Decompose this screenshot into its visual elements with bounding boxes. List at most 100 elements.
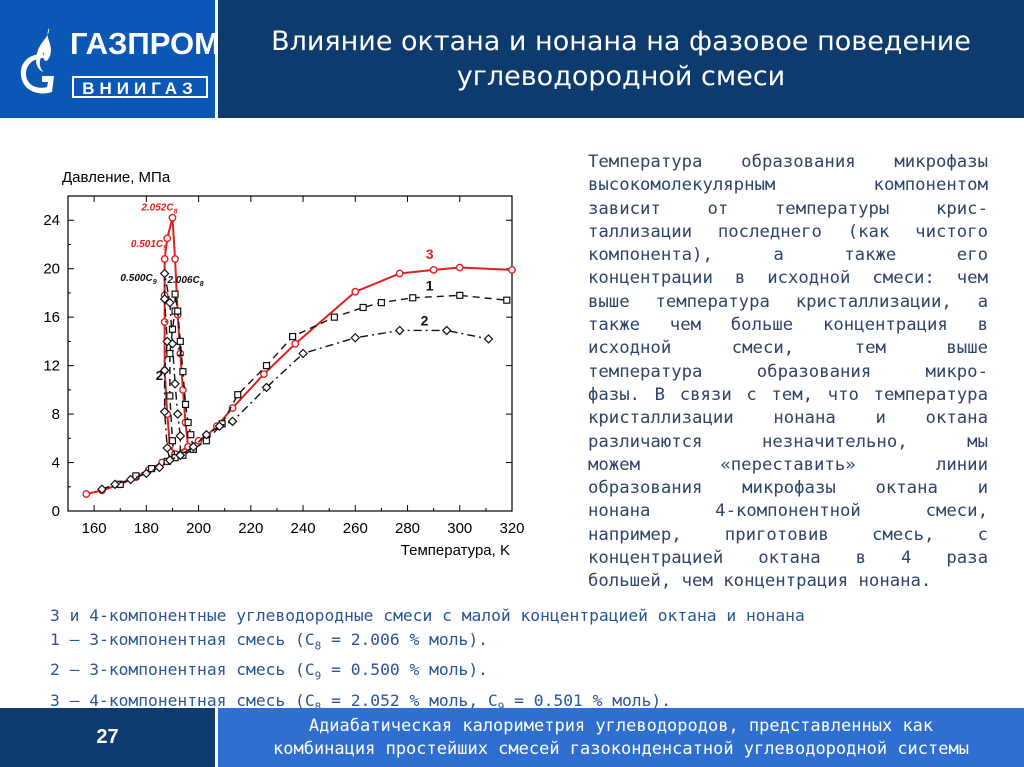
- y-tick-label: 24: [43, 212, 60, 229]
- plot-frame: [67, 195, 513, 512]
- legend-line-2-sub: 9: [314, 669, 322, 683]
- series-2-point: [159, 365, 170, 376]
- x-tick-label: 300: [447, 520, 472, 537]
- description-line: выше температура кристаллизации, а: [588, 291, 988, 312]
- series-3-point: [160, 318, 169, 326]
- series-2-line: [101, 329, 489, 490]
- chart-annotation: 0.501C9: [131, 239, 167, 252]
- description-line: высокомолекулярным компонентом: [588, 175, 988, 196]
- series-2-point: [175, 431, 186, 441]
- footer-line-2: комбинация простейших смесей газоконденс…: [273, 738, 969, 759]
- series-2-point: [159, 406, 170, 417]
- chart-annotation: 2: [156, 368, 163, 383]
- y-tick-label: 20: [43, 261, 60, 278]
- series-2-point: [175, 450, 186, 461]
- legend-line-2-post: = 0.500 % моль).: [321, 660, 488, 680]
- legend-line-3-pre: 3 – 4-компонентная смесь (C: [50, 690, 315, 710]
- x-tick-label: 260: [343, 520, 368, 537]
- description-line: различаются незначительно, мы: [588, 431, 988, 452]
- series-1-line: [119, 294, 507, 485]
- series-1-point: [168, 325, 177, 333]
- series-1-point: [147, 464, 156, 473]
- series-1-point: [187, 431, 195, 439]
- description-line: компонента), а также его: [588, 245, 988, 266]
- series-3-point: [179, 385, 187, 394]
- series-2-point: [441, 325, 452, 336]
- description-line: концентрацией октана в 4 раза: [588, 548, 988, 569]
- y-tick-label: 4: [52, 455, 60, 472]
- series-1-point: [179, 368, 187, 376]
- series-1-point: [234, 391, 242, 399]
- legend-line-3-mid: = 2.052 % моль, C: [321, 690, 498, 710]
- annotation-c: C: [145, 273, 153, 284]
- series-2-point: [172, 409, 183, 419]
- chart-annotation: 2.006C8: [166, 275, 203, 288]
- description-line: большей, чем концентрация нонана.: [588, 571, 932, 592]
- series-1-point: [176, 337, 184, 345]
- gazprom-flame-icon: [20, 28, 54, 94]
- description-line: зависит от температуры крис-: [588, 198, 988, 219]
- y-tick-label: 0: [52, 503, 60, 520]
- series-1-point: [166, 349, 174, 358]
- series-2-point: [170, 378, 180, 389]
- series-1-point: [184, 418, 192, 427]
- chart-annotation: 2.052C8: [140, 203, 177, 216]
- y-tick-label: 12: [43, 358, 60, 375]
- series-2-point: [162, 443, 173, 453]
- x-tick-label: 220: [238, 520, 263, 537]
- series-2-point: [110, 479, 120, 490]
- series-3-point: [259, 370, 268, 378]
- description-line: например, приготовив смесь, с: [588, 524, 988, 545]
- series-3-point: [291, 339, 300, 348]
- series-1-label: 1: [426, 278, 434, 294]
- series-2-point: [261, 382, 272, 393]
- annotation-sub: 8: [174, 209, 178, 216]
- chart-annotation: 0.500C9: [120, 273, 156, 286]
- y-tick-label: 8: [52, 406, 60, 423]
- series-3-point: [168, 213, 177, 222]
- series-3-line: [86, 266, 513, 496]
- annotation-value: 2.006: [166, 275, 192, 286]
- series-1-point: [456, 291, 464, 299]
- series-2-point: [141, 468, 152, 479]
- page-number: 27: [0, 708, 215, 767]
- annotation-c: C: [156, 239, 164, 250]
- series-3-label: 3: [426, 246, 434, 262]
- legend-line-2-pre: 2 – 3-компонентная смесь (C: [50, 660, 315, 680]
- series-2-point: [350, 332, 361, 343]
- series-2-point: [165, 455, 175, 465]
- legend-line-0: 3 и 4-компонентные углеводородные смеси …: [50, 606, 805, 625]
- series-3-point: [351, 287, 360, 296]
- series-1-point: [377, 299, 386, 307]
- gazprom-logo: ГАЗПРОМ ВНИИГАЗ: [0, 0, 220, 118]
- annotation-value: 1: [177, 344, 184, 359]
- legend-line-2: 2 – 3-компонентная смесь (C9 = 0.500 % м…: [50, 658, 805, 688]
- slide-title: Влияние октана и нонана на фазовое повед…: [271, 24, 971, 94]
- series-3-point: [228, 404, 237, 412]
- x-axis-label: Температура, K: [401, 542, 510, 559]
- series-2-point: [298, 348, 308, 359]
- series-2-point: [394, 325, 405, 336]
- series-2-point: [159, 294, 170, 304]
- series-2-point: [167, 338, 178, 349]
- series-1-point: [289, 332, 297, 341]
- series-1-point: [171, 290, 179, 298]
- series-2-point: [483, 334, 494, 344]
- title-bar: Влияние октана и нонана на фазовое повед…: [218, 0, 1024, 118]
- legend-line-3-sub2: 9: [497, 699, 505, 713]
- series-3-point: [171, 255, 179, 263]
- footer: 27 Адиабатическая калориметрия углеводор…: [0, 708, 1024, 767]
- annotation-value: 0.501: [131, 239, 156, 250]
- y-axis-label: Давление, МПа: [62, 169, 171, 186]
- series-1-point: [503, 296, 511, 304]
- series-2-point: [201, 429, 212, 440]
- series-2-point: [97, 484, 107, 495]
- description-line: температура образования микро-: [588, 361, 988, 382]
- description-line: также чем больше концентрация в: [588, 315, 988, 336]
- description-line: образования микрофазы октана и: [588, 478, 988, 499]
- series-2-label: 2: [421, 313, 429, 329]
- title-line-2: углеводородной смеси: [456, 61, 786, 92]
- series-2-point: [154, 462, 165, 473]
- legend-line-3: 3 – 4-компонентная смесь (C8 = 2.052 % м…: [50, 689, 805, 719]
